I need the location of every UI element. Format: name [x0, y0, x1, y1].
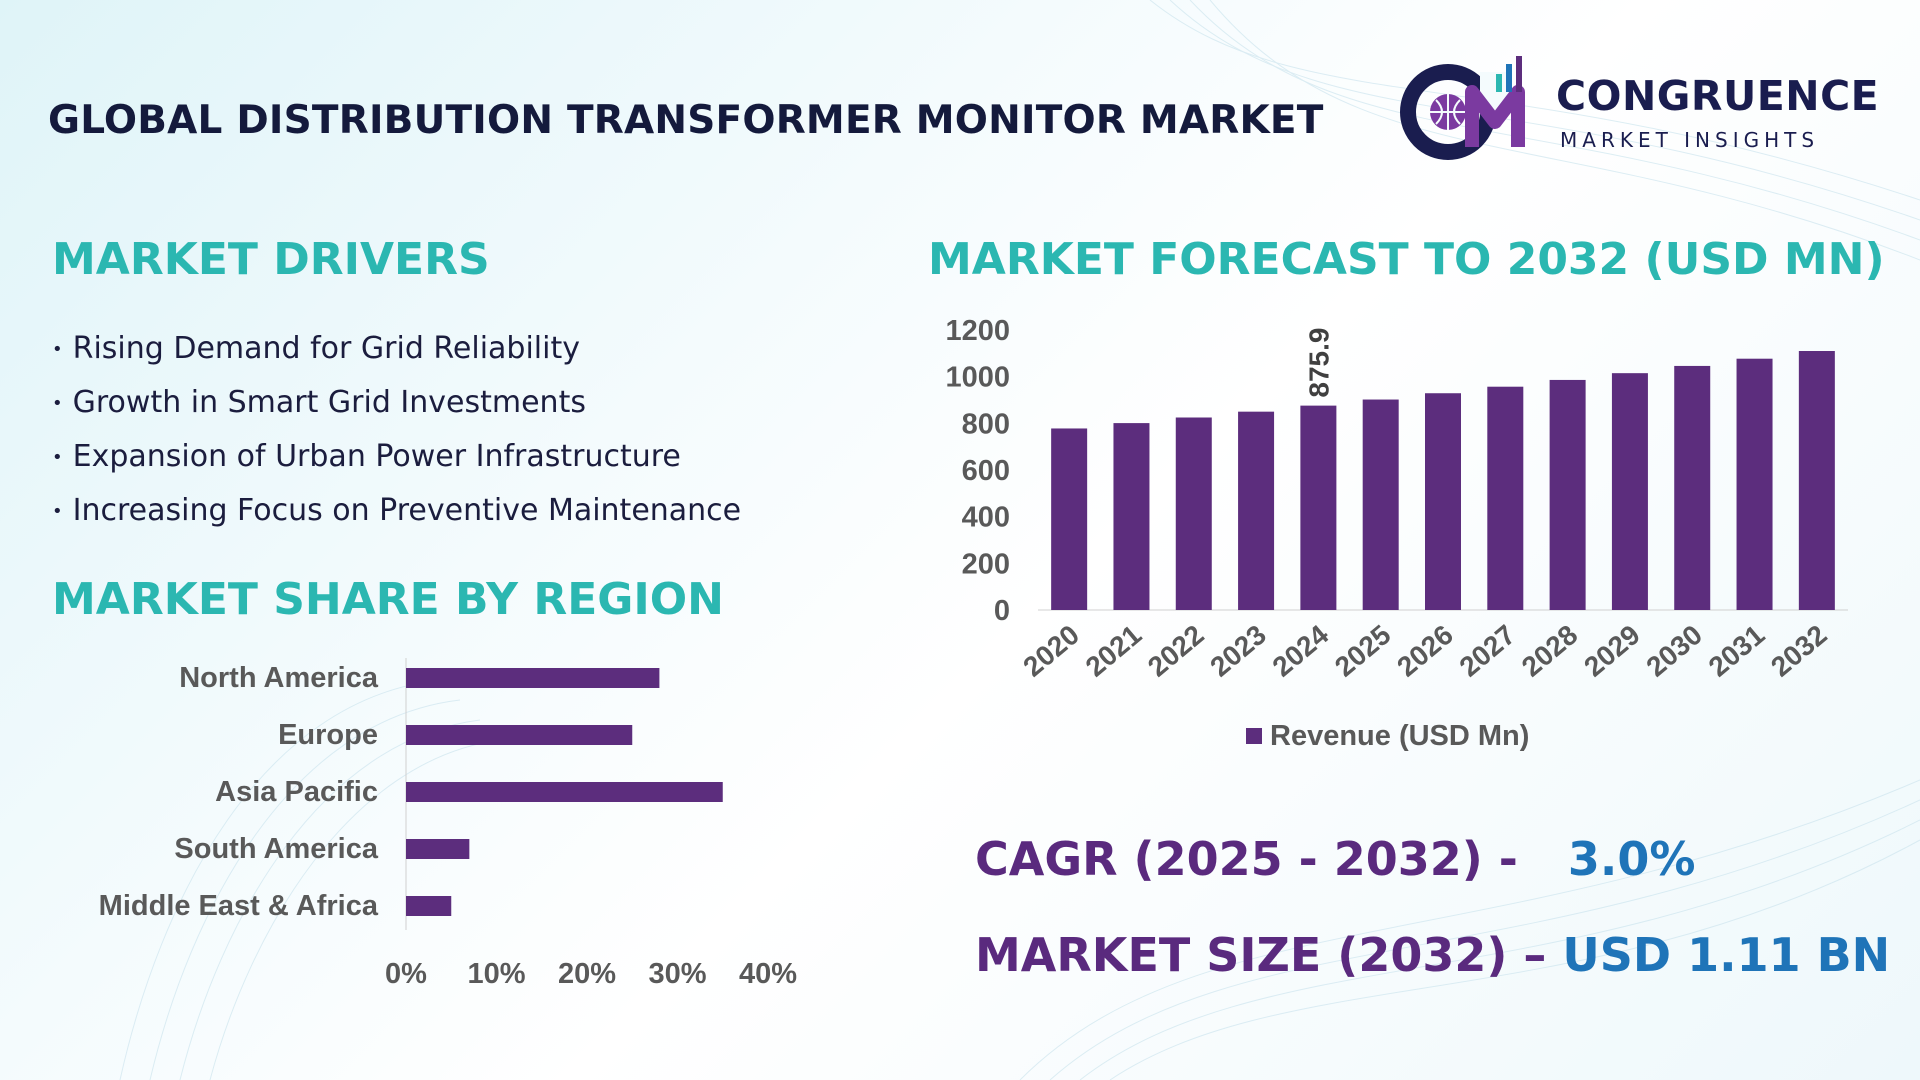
region-bar	[406, 839, 470, 859]
forecast-bar	[1051, 428, 1088, 610]
drivers-list: • Rising Demand for Grid Reliability • Gro…	[52, 322, 741, 538]
logo-wordmark: CONGRUENCE	[1556, 72, 1880, 120]
forecast-bar	[1425, 393, 1461, 610]
forecast-title: MARKET FORECAST TO 2032 (USD MN)	[928, 234, 1885, 285]
forecast-y-tick: 0	[994, 595, 1010, 627]
region-category-label: Europe	[278, 719, 378, 751]
forecast-bar	[1487, 386, 1524, 610]
region-bar	[406, 668, 660, 688]
legend-label: Revenue (USD Mn)	[1270, 720, 1529, 752]
forecast-bar	[1300, 405, 1337, 610]
region-title: MARKET SHARE BY REGION	[52, 574, 724, 625]
cagr-label: CAGR (2025 - 2032) -	[975, 832, 1518, 886]
forecast-bar	[1736, 358, 1773, 610]
forecast-chart: 0200400600800100012002020202120222023202…	[945, 315, 1848, 752]
region-category-label: North America	[179, 662, 379, 694]
region-x-tick: 20%	[558, 958, 616, 990]
forecast-x-tick: 2021	[1080, 619, 1148, 683]
driver-item: • Growth in Smart Grid Investments	[52, 385, 586, 420]
forecast-bar	[1674, 365, 1711, 610]
forecast-x-tick: 2030	[1640, 619, 1708, 683]
forecast-y-tick: 200	[962, 548, 1010, 580]
forecast-bar	[1113, 423, 1150, 610]
forecast-x-tick: 2024	[1267, 619, 1335, 683]
market-size-kpi: MARKET SIZE (2032) – USD 1.11 BN	[975, 928, 1890, 982]
market-size-label: MARKET SIZE (2032) –	[975, 928, 1547, 982]
region-category-label: Middle East & Africa	[99, 890, 379, 922]
page-title: GLOBAL DISTRIBUTION TRANSFORMER MONITOR …	[48, 98, 1324, 143]
forecast-x-tick: 2032	[1765, 619, 1833, 683]
driver-item: • Increasing Focus on Preventive Maintena…	[52, 493, 742, 528]
forecast-bar	[1362, 399, 1399, 610]
forecast-x-tick: 2020	[1017, 619, 1085, 683]
cagr-kpi: CAGR (2025 - 2032) - 3.0%	[975, 832, 1695, 886]
driver-item: • Expansion of Urban Power Infrastructure	[52, 439, 681, 474]
forecast-bar	[1611, 373, 1648, 610]
forecast-y-tick: 600	[962, 455, 1010, 487]
market-size-value: USD 1.11 BN	[1562, 928, 1891, 982]
logo-tagline: MARKET INSIGHTS	[1560, 128, 1820, 152]
cagr-value: 3.0%	[1567, 832, 1696, 886]
region-share-chart: North America Europe Asia Pacific South Ame…	[99, 658, 797, 990]
region-x-tick: 40%	[739, 958, 797, 990]
forecast-y-tick: 1000	[945, 362, 1010, 394]
forecast-y-tick: 400	[962, 502, 1010, 534]
forecast-y-tick: 1200	[945, 315, 1010, 347]
forecast-bar	[1238, 411, 1275, 610]
logo-mark-icon	[1400, 56, 1525, 160]
brand-logo: CONGRUENCE MARKET INSIGHTS	[1400, 52, 1879, 162]
region-x-tick: 30%	[648, 958, 706, 990]
forecast-x-tick: 2029	[1578, 619, 1646, 683]
region-category-label: Asia Pacific	[215, 776, 378, 808]
region-x-tick: 0%	[385, 958, 427, 990]
forecast-x-tick: 2025	[1329, 619, 1397, 683]
forecast-x-tick: 2028	[1516, 619, 1584, 683]
forecast-x-tick: 2022	[1142, 619, 1210, 683]
region-category-label: South America	[174, 833, 378, 865]
forecast-x-tick: 2023	[1204, 619, 1272, 683]
region-bar	[406, 782, 723, 802]
forecast-bar	[1549, 379, 1586, 610]
region-bar	[406, 725, 633, 745]
driver-item: • Rising Demand for Grid Reliability	[52, 331, 580, 366]
region-x-tick: 10%	[467, 958, 525, 990]
forecast-x-tick: 2031	[1703, 619, 1771, 683]
forecast-x-tick: 2026	[1391, 619, 1459, 683]
forecast-x-tick: 2027	[1454, 619, 1522, 683]
forecast-y-tick: 800	[962, 408, 1010, 440]
forecast-data-label: 875.9	[1303, 328, 1334, 398]
legend-swatch	[1246, 728, 1262, 744]
forecast-bar	[1798, 351, 1835, 610]
region-bar	[406, 896, 452, 916]
forecast-bar	[1175, 417, 1212, 610]
drivers-title: MARKET DRIVERS	[52, 234, 490, 285]
